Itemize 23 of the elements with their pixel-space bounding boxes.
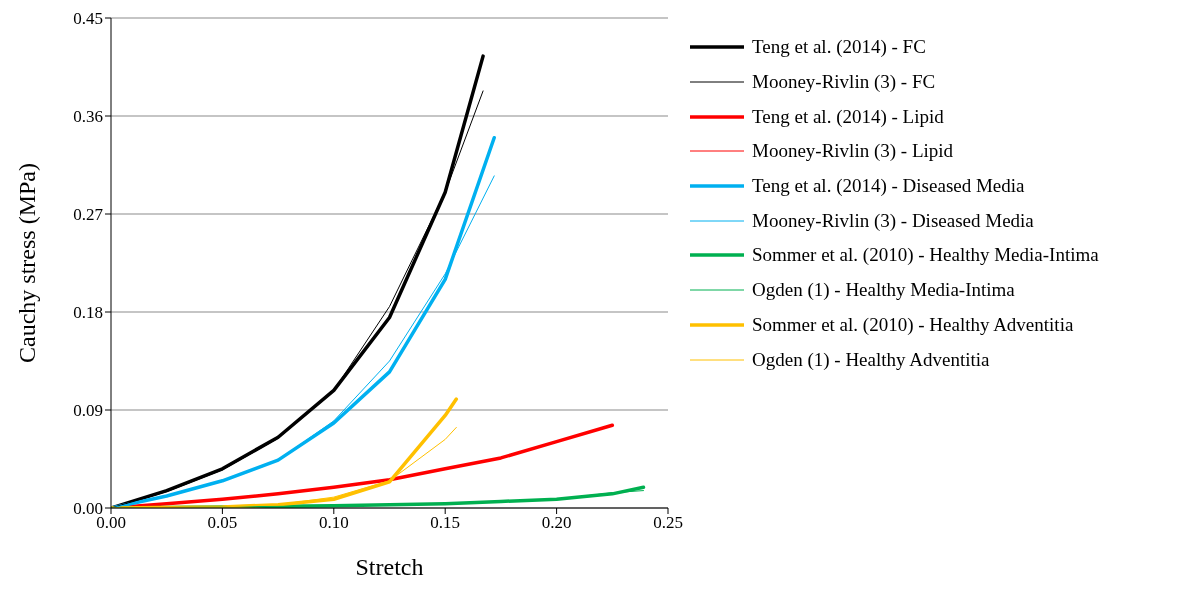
x-tick-label: 0.10 [318, 513, 349, 533]
y-tick-label: 0.36 [73, 107, 103, 127]
legend-label: Sommer et al. (2010) - Healthy Media-Intima [752, 244, 1099, 267]
y-tick-label: 0.27 [73, 205, 104, 225]
legend-label: Teng et al. (2014) - FC [752, 36, 926, 59]
y-tick-label: 0.18 [73, 303, 103, 323]
legend-label: Teng et al. (2014) - Diseased Media [752, 175, 1025, 198]
x-tick-label: 0.20 [541, 513, 572, 533]
x-tick-label: 0.00 [96, 513, 126, 533]
legend-label: Ogden (1) - Healthy Media-Intima [752, 279, 1015, 302]
legend-label: Ogden (1) - Healthy Adventitia [752, 348, 990, 371]
legend-label: Sommer et al. (2010) - Healthy Adventitia [752, 313, 1074, 336]
x-tick-label: 0.25 [653, 513, 683, 533]
legend-label: Mooney-Rivlin (3) - Lipid [752, 140, 954, 163]
legend-label: Mooney-Rivlin (3) - Diseased Media [752, 209, 1034, 232]
x-tick-label: 0.15 [430, 513, 461, 533]
y-tick-label: 0.45 [73, 9, 103, 29]
legend-label: Mooney-Rivlin (3) - FC [752, 71, 936, 94]
y-tick-label: 0.09 [73, 401, 103, 421]
y-axis-title: Cauchy stress (MPa) [13, 163, 40, 363]
x-tick-label: 0.05 [207, 513, 238, 533]
x-axis-title: Stretch [355, 554, 424, 580]
legend-label: Teng et al. (2014) - Lipid [752, 105, 944, 128]
